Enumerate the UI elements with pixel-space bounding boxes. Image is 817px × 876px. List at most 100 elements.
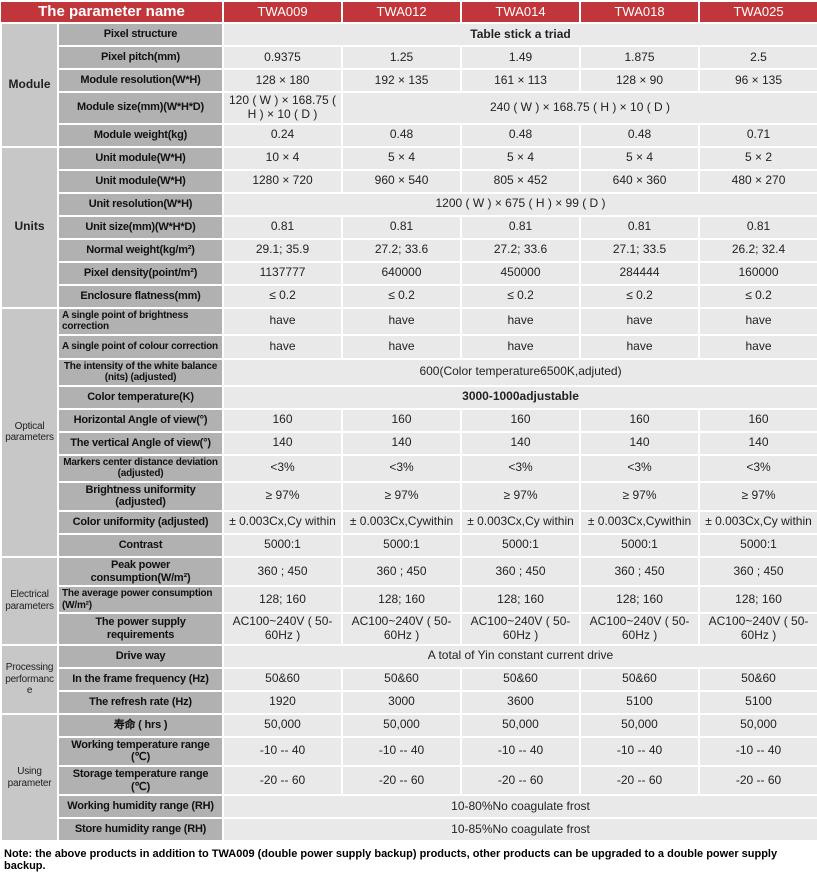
value-cell: AC100~240V ( 50-60Hz ) (579, 612, 701, 646)
table-row: Storage temperature range (℃) -20 -- 60 -2… (1, 765, 817, 797)
table-row: Working humidity range (RH) 10-80%No coag… (1, 794, 817, 820)
value-cell: 128 × 90 (579, 68, 701, 93)
value-cell: ± 0.003Cx,Cywithin (341, 509, 463, 535)
param-label: Pixel density(point/m²) (56, 260, 225, 286)
value-cell: have (222, 306, 344, 336)
table-row: Processing performance Drive way A total o… (0, 643, 817, 715)
param-label: Working humidity range (RH) (56, 794, 225, 820)
value-cell: 0.48 (579, 122, 701, 148)
value-cell: 128; 160 (460, 585, 582, 615)
param-label: A single point of brightness correction (56, 306, 225, 336)
value-cell: 50&60 (698, 666, 817, 692)
value-cell: -20 -- 60 (460, 765, 582, 797)
param-label: Module resolution(W*H) (56, 68, 225, 93)
value-cell: 27.2; 33.6 (341, 237, 463, 263)
value-cell: 50&60 (579, 666, 701, 692)
param-label: Horizontal Angle of view(°) (56, 407, 225, 433)
table-row: Unit resolution(W*H) 1200 ( W ) × 675 ( H… (1, 191, 817, 217)
table-row: Module Pixel structure Table stick a triad (0, 22, 817, 148)
value-cell: 360 ; 450 (579, 555, 701, 588)
param-label: Peak power consumption(W/m²) (56, 555, 225, 588)
value-cell: 480 × 270 (698, 168, 817, 194)
value-cell: 1920 (222, 689, 344, 715)
spec-table: The parameter name TWA009 TWA012 TWA014 … (0, 0, 817, 843)
param-label: Drive way (56, 643, 225, 669)
param-label: Module size(mm)(W*H*D) (56, 91, 225, 125)
param-label: A single point of colour correction (56, 333, 225, 360)
param-label: Unit size(mm)(W*H*D) (56, 214, 225, 240)
table-row: Markers center distance deviation (adjus… (1, 453, 817, 483)
value-cell: 360 ; 450 (341, 555, 463, 588)
value-cell: ≤ 0.2 (341, 283, 463, 309)
table-row: The refresh rate (Hz) 1920 3000 3600 5100 510… (1, 689, 817, 715)
param-label: 寿命 ( hrs ) (56, 712, 225, 738)
value-cell: 50,000 (698, 712, 817, 738)
value-cell: 140 (698, 430, 817, 456)
value-cell: 160000 (698, 260, 817, 286)
group-label: Module (0, 22, 59, 148)
value-cell: ≤ 0.2 (222, 283, 344, 309)
value-cell: have (460, 333, 582, 360)
value-cell: 805 × 452 (460, 168, 582, 194)
value-cell: 3000 (341, 689, 463, 715)
header-parameter-name: The parameter name (1, 0, 225, 24)
value-cell: 160 (222, 407, 344, 433)
value-cell: 284444 (579, 260, 701, 286)
param-label: In the frame frequency (Hz) (56, 666, 225, 692)
param-label: Color uniformity (adjusted) (56, 509, 225, 535)
table-row: Store humidity range (RH) 10-85%No coagul… (1, 817, 817, 843)
table-row: Brightness uniformity (adjusted) ≥ 97% ≥ 9… (1, 480, 817, 512)
param-label: Color temperature(K) (56, 384, 225, 410)
value-cell: 50&60 (460, 666, 582, 692)
value-cell-merged: 10-80%No coagulate frost (222, 794, 817, 820)
value-cell: 192 × 135 (341, 68, 463, 93)
value-cell: have (579, 306, 701, 336)
table-row: Module size(mm)(W*H*D) 120 ( W ) × 168.75… (1, 91, 817, 125)
value-cell: 50&60 (222, 666, 344, 692)
spec-table-body: Module Pixel structure Table stick a triad… (0, 22, 817, 843)
value-cell: 5000:1 (460, 532, 582, 558)
value-cell: 960 × 540 (341, 168, 463, 194)
group-label: Optical parameters (0, 306, 59, 558)
param-label: Brightness uniformity (adjusted) (56, 480, 225, 512)
value-cell: ≤ 0.2 (579, 283, 701, 309)
value-cell: 27.1; 33.5 (579, 237, 701, 263)
value-cell: 50,000 (579, 712, 701, 738)
table-row: Unit size(mm)(W*H*D) 0.81 0.81 0.81 0.81 0.81 (1, 214, 817, 240)
value-cell: ≥ 97% (341, 480, 463, 512)
header-model-twa009: TWA009 (222, 0, 344, 24)
value-cell: 0.71 (698, 122, 817, 148)
param-label: Store humidity range (RH) (56, 817, 225, 843)
value-cell: -20 -- 60 (222, 765, 344, 797)
value-cell: 128; 160 (698, 585, 817, 615)
param-label: The refresh rate (Hz) (56, 689, 225, 715)
value-cell: have (341, 306, 463, 336)
value-cell: 5 × 4 (341, 145, 463, 171)
value-cell: ± 0.003Cx,Cy within (698, 509, 817, 535)
value-cell: ± 0.003Cx,Cywithin (579, 509, 701, 535)
value-cell: 0.81 (460, 214, 582, 240)
value-cell: have (341, 333, 463, 360)
value-cell: <3% (341, 453, 463, 483)
param-label: Enclosure flatness(mm) (56, 283, 225, 309)
value-cell: 27.2; 33.6 (460, 237, 582, 263)
value-cell: ≤ 0.2 (698, 283, 817, 309)
table-row: The average power consumption (W/m²) 128;… (1, 585, 817, 615)
value-cell: 140 (579, 430, 701, 456)
value-cell-merged: A total of Yin constant current drive (222, 643, 817, 669)
value-cell: 50&60 (341, 666, 463, 692)
value-cell: 5 × 2 (698, 145, 817, 171)
table-row: Working temperature range (℃) -10 -- 40 -1… (1, 735, 817, 768)
value-cell: -10 -- 40 (341, 735, 463, 768)
value-cell: 0.24 (222, 122, 344, 148)
param-label: Module weight(kg) (56, 122, 225, 148)
value-cell: 0.81 (222, 214, 344, 240)
value-cell: -20 -- 60 (579, 765, 701, 797)
value-cell: 1.49 (460, 45, 582, 70)
table-row: Using parameter 寿命 ( hrs ) 50,000 50,000 50,… (0, 712, 817, 843)
value-cell: 10 × 4 (222, 145, 344, 171)
table-row: A single point of colour correction have h… (1, 333, 817, 360)
table-row: Color uniformity (adjusted) ± 0.003Cx,Cy … (1, 509, 817, 535)
value-cell: 1.25 (341, 45, 463, 70)
